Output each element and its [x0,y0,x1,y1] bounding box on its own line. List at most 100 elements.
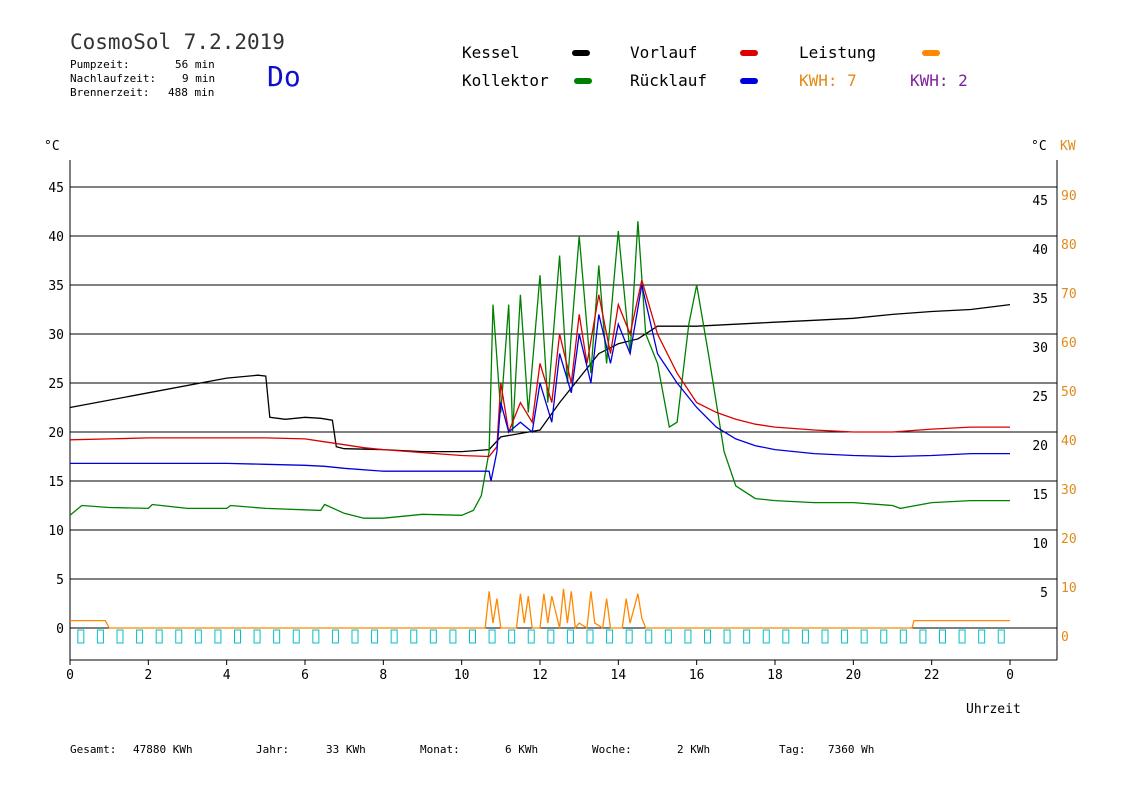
y-tick-label-kw: 20 [1061,532,1077,547]
y-tick-label-kw: 50 [1061,385,1077,400]
brenner-label: Brennerzeit: [70,86,150,99]
footer-gesamt-value: 47880 KWh [133,743,193,756]
footer-gesamt-label: Gesamt: [70,743,117,756]
x-tick-label: 6 [301,668,309,683]
y-tick-label-left: 45 [48,181,64,196]
footer-monat-label: Monat: [420,743,460,756]
footer-tag-value: 7360 Wh [828,743,875,756]
y-tick-label-right: 25 [1032,390,1048,405]
x-tick-label: 2 [144,668,152,683]
legend-kessel-swatch [572,50,590,56]
legend-kollektor-swatch [574,78,592,84]
pump-status-mark [547,629,555,644]
right-axis-unit: °C [1031,139,1047,154]
pump-status-mark [253,629,261,644]
page-title: CosmoSol 7.2.2019 [70,30,285,54]
y-tick-label-kw: 60 [1061,336,1077,351]
pump-status-mark [645,629,653,644]
series-line-vorlauf [69,279,1010,458]
y-tick-label-kw: 80 [1061,238,1077,253]
series-line-kessel [69,303,1011,453]
footer-tag-label: Tag: [779,743,806,756]
y-tick-label-left: 40 [48,230,64,245]
legend-vorlauf-label: Vorlauf [630,43,698,62]
pump-status-mark [782,629,790,644]
y-tick-label-left: 20 [48,426,64,441]
pump-status-mark [684,629,692,644]
y-tick-label-right: 15 [1032,488,1048,503]
y-tick-label-left: 30 [48,328,64,343]
x-axis-label: Uhrzeit [966,702,1021,717]
y-tick-label-right: 20 [1032,439,1048,454]
x-tick-label: 14 [611,668,627,683]
x-tick-label: 12 [532,668,548,683]
footer-monat-value: 6 KWh [505,743,539,756]
pump-status-mark [527,629,535,644]
pump-status-mark [116,629,124,644]
pump-value: 56 min [175,58,215,71]
pump-status-mark [704,629,711,644]
pump-status-mark [625,629,633,644]
footer-woche-label: Woche: [592,743,632,756]
y-tick-label-right: 45 [1032,194,1048,209]
y-tick-label-left: 0 [56,622,64,637]
y-tick-label-right: 40 [1032,243,1048,258]
legend-ruecklauf-label: Rücklauf [630,71,708,90]
legend-kwh-solar: KWH: 2 [910,71,968,90]
y-tick-label-right: 10 [1032,537,1048,552]
pump-status-mark [899,629,907,644]
pump-status-mark [155,629,163,644]
legend-vorlauf-swatch [740,50,758,56]
y-tick-label-kw: 70 [1061,287,1077,302]
pump-status-mark [390,629,398,644]
pump-status-mark [723,629,731,644]
pump-status-mark [762,629,770,644]
pump-status-mark [801,629,809,644]
y-tick-label-left: 35 [48,279,64,294]
x-tick-label: 8 [379,668,387,683]
x-tick-label: 18 [767,668,783,683]
legend-kollektor-label: Kollektor [462,71,549,90]
nachlauf-value: 9 min [182,72,216,85]
pump-status-mark [743,629,751,644]
footer-woche-value: 2 KWh [677,743,711,756]
y-tick-label-left: 25 [48,377,64,392]
right-axis-unit-kw: KW [1060,139,1076,154]
pump-status-mark [312,629,320,644]
x-tick-label: 10 [454,668,470,683]
pump-status-mark [860,629,868,644]
series-line-leistung [70,588,1010,630]
x-tick-label: 20 [846,668,862,683]
y-tick-label-kw: 0 [1061,630,1069,645]
pump-status-mark [841,629,849,644]
y-tick-label-left: 10 [48,524,64,539]
footer-jahr-label: Jahr: [256,743,290,756]
pump-status-mark [606,629,614,644]
y-tick-label-left: 15 [48,475,64,490]
x-tick-label: 0 [1006,668,1014,683]
y-tick-label-right: 35 [1032,292,1048,307]
y-tick-label-right: 30 [1032,341,1048,356]
y-tick-label-kw: 10 [1061,581,1077,596]
pump-status-mark [488,629,496,644]
footer-jahr-value: 33 KWh [326,743,366,756]
y-tick-label-kw: 40 [1061,434,1077,449]
pump-status-mark [958,629,966,644]
pump-label: Pumpzeit: [70,58,130,71]
y-tick-label-kw: 30 [1061,483,1077,498]
left-axis-unit: °C [44,139,60,154]
x-tick-label: 16 [689,668,705,683]
series-line-rcklauf [70,284,1010,482]
pump-status-mark [175,629,183,644]
legend-ruecklauf-swatch [740,78,758,84]
y-tick-label-kw: 90 [1061,189,1077,204]
pump-status-mark [194,629,202,644]
pump-status-mark [77,629,85,644]
pump-status-mark [919,629,927,644]
pump-status-mark [273,629,281,644]
pump-status-mark [978,629,986,644]
pump-status-mark [939,629,946,644]
y-tick-label-right: 5 [1040,586,1048,601]
legend-leistung-label: Leistung [799,43,877,62]
